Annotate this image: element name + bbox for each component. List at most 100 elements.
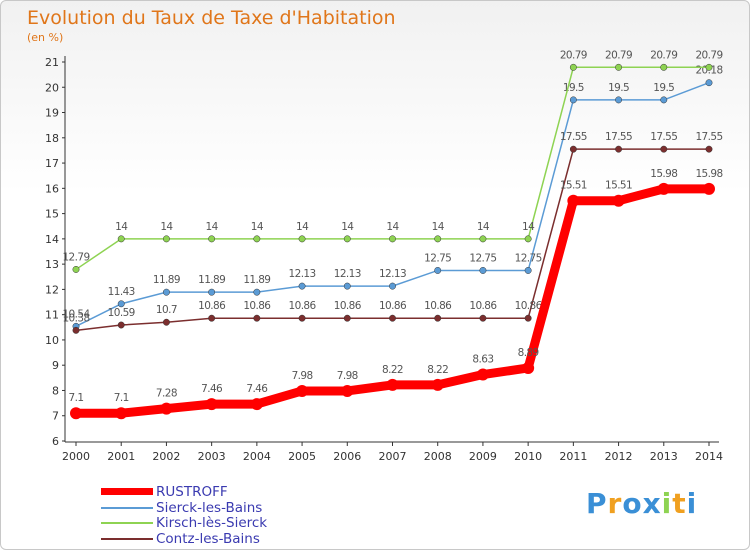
data-point-sierck-les-bains bbox=[298, 282, 306, 290]
y-tick-label: 14 bbox=[45, 233, 59, 246]
data-label-contz-les-bains: 10.86 bbox=[469, 300, 497, 312]
data-label-rustroff: 8.22 bbox=[427, 364, 448, 376]
data-label-kirsch-les-sierck: 14 bbox=[251, 221, 264, 233]
data-point-contz-les-bains bbox=[162, 318, 170, 326]
data-label-kirsch-les-sierck: 14 bbox=[522, 221, 535, 233]
data-label-contz-les-bains: 10.86 bbox=[424, 300, 452, 312]
data-label-contz-les-bains: 10.86 bbox=[515, 300, 543, 312]
data-point-contz-les-bains bbox=[389, 314, 396, 322]
data-label-kirsch-les-sierck: 20.79 bbox=[605, 49, 632, 61]
data-label-contz-les-bains: 10.86 bbox=[379, 300, 407, 312]
data-point-sierck-les-bains bbox=[117, 300, 125, 308]
data-point-kirsch-les-sierck bbox=[253, 235, 261, 243]
data-label-kirsch-les-sierck: 14 bbox=[206, 221, 219, 233]
data-label-kirsch-les-sierck: 14 bbox=[115, 221, 128, 233]
data-point-sierck-les-bains bbox=[569, 96, 577, 104]
x-tick-label: 2008 bbox=[424, 450, 452, 463]
data-point-contz-les-bains bbox=[298, 314, 306, 322]
legend-item-rustroff: RUSTROFF bbox=[101, 484, 228, 500]
y-tick-label: 15 bbox=[45, 208, 59, 221]
data-point-rustroff bbox=[657, 182, 670, 195]
data-point-kirsch-les-sierck bbox=[615, 63, 623, 71]
y-tick-label: 16 bbox=[45, 182, 59, 195]
data-point-sierck-les-bains bbox=[705, 79, 713, 87]
data-point-kirsch-les-sierck bbox=[479, 235, 487, 243]
data-point-contz-les-bains bbox=[615, 145, 623, 153]
y-tick-label: 7 bbox=[52, 410, 59, 423]
data-label-sierck-les-bains: 11.89 bbox=[153, 274, 180, 286]
data-label-sierck-les-bains: 19.5 bbox=[608, 82, 629, 94]
data-point-contz-les-bains bbox=[705, 145, 713, 153]
data-label-kirsch-les-sierck: 14 bbox=[296, 221, 309, 233]
data-point-rustroff bbox=[431, 378, 444, 391]
x-tick-label: 2000 bbox=[62, 450, 90, 463]
data-point-rustroff bbox=[612, 194, 625, 207]
data-label-contz-les-bains: 10.86 bbox=[243, 300, 271, 312]
data-point-rustroff bbox=[205, 398, 218, 411]
data-point-sierck-les-bains bbox=[253, 288, 261, 296]
x-tick-label: 2009 bbox=[469, 450, 497, 463]
data-label-sierck-les-bains: 12.75 bbox=[469, 252, 496, 264]
data-point-kirsch-les-sierck bbox=[72, 265, 80, 273]
brand-letter: o bbox=[622, 487, 643, 520]
data-label-contz-les-bains: 17.55 bbox=[695, 131, 722, 143]
data-label-kirsch-les-sierck: 20.79 bbox=[695, 49, 722, 61]
data-point-kirsch-les-sierck bbox=[660, 63, 668, 71]
data-point-contz-les-bains bbox=[253, 314, 261, 322]
data-label-sierck-les-bains: 12.75 bbox=[515, 252, 542, 264]
brand-letter: i bbox=[686, 487, 698, 520]
x-tick-label: 2005 bbox=[288, 450, 316, 463]
data-label-sierck-les-bains: 11.89 bbox=[243, 274, 270, 286]
data-label-kirsch-les-sierck: 14 bbox=[432, 221, 445, 233]
data-point-contz-les-bains bbox=[343, 314, 351, 322]
x-tick-label: 2013 bbox=[650, 450, 678, 463]
y-tick-label: 8 bbox=[52, 384, 59, 397]
data-label-contz-les-bains: 10.59 bbox=[108, 307, 135, 319]
data-label-rustroff: 7.46 bbox=[246, 383, 268, 395]
data-point-rustroff bbox=[476, 368, 489, 381]
legend-label: Contz-les-Bains bbox=[156, 530, 260, 547]
y-tick-label: 6 bbox=[52, 435, 59, 448]
data-point-sierck-les-bains bbox=[389, 282, 396, 290]
legend-swatch bbox=[101, 537, 153, 540]
data-label-kirsch-les-sierck: 12.79 bbox=[62, 251, 89, 263]
data-point-kirsch-les-sierck bbox=[524, 235, 532, 243]
brand-letter: x bbox=[642, 487, 662, 520]
data-label-rustroff: 15.51 bbox=[560, 180, 587, 192]
x-tick-label: 2014 bbox=[695, 450, 723, 463]
y-tick-label: 9 bbox=[52, 359, 59, 372]
data-label-contz-les-bains: 10.86 bbox=[198, 300, 226, 312]
data-point-sierck-les-bains bbox=[479, 267, 487, 274]
data-point-sierck-les-bains bbox=[434, 267, 442, 274]
data-point-rustroff bbox=[386, 378, 399, 391]
x-tick-label: 2012 bbox=[605, 450, 633, 463]
legend-label: Sierck-les-Bains bbox=[156, 499, 263, 516]
y-tick-label: 20 bbox=[45, 81, 59, 94]
data-label-kirsch-les-sierck: 14 bbox=[477, 221, 490, 233]
data-point-rustroff bbox=[703, 182, 715, 195]
data-point-sierck-les-bains bbox=[162, 288, 170, 296]
data-label-kirsch-les-sierck: 14 bbox=[341, 221, 354, 233]
data-point-contz-les-bains bbox=[524, 314, 532, 322]
data-point-rustroff bbox=[250, 398, 263, 411]
data-label-kirsch-les-sierck: 20.79 bbox=[650, 49, 677, 61]
data-point-sierck-les-bains bbox=[208, 288, 216, 296]
y-tick-label: 10 bbox=[45, 334, 59, 347]
x-tick-label: 2004 bbox=[243, 450, 271, 463]
data-point-rustroff bbox=[160, 402, 173, 415]
data-point-contz-les-bains bbox=[569, 145, 577, 153]
x-tick-label: 2010 bbox=[514, 450, 542, 463]
y-tick-label: 11 bbox=[45, 309, 59, 322]
data-label-contz-les-bains: 10.86 bbox=[289, 300, 317, 312]
x-tick-label: 2002 bbox=[152, 450, 180, 463]
data-label-contz-les-bains: 10.38 bbox=[62, 312, 89, 324]
data-label-kirsch-les-sierck: 20.79 bbox=[560, 49, 587, 61]
legend-item-sierck-les-bains: Sierck-les-Bains bbox=[101, 499, 263, 516]
brand-letter: t bbox=[672, 487, 687, 520]
data-point-kirsch-les-sierck bbox=[434, 235, 442, 243]
legend-swatch bbox=[101, 488, 153, 495]
x-tick-label: 2001 bbox=[107, 450, 135, 463]
data-point-kirsch-les-sierck bbox=[117, 235, 125, 243]
data-label-sierck-les-bains: 12.13 bbox=[379, 268, 406, 280]
